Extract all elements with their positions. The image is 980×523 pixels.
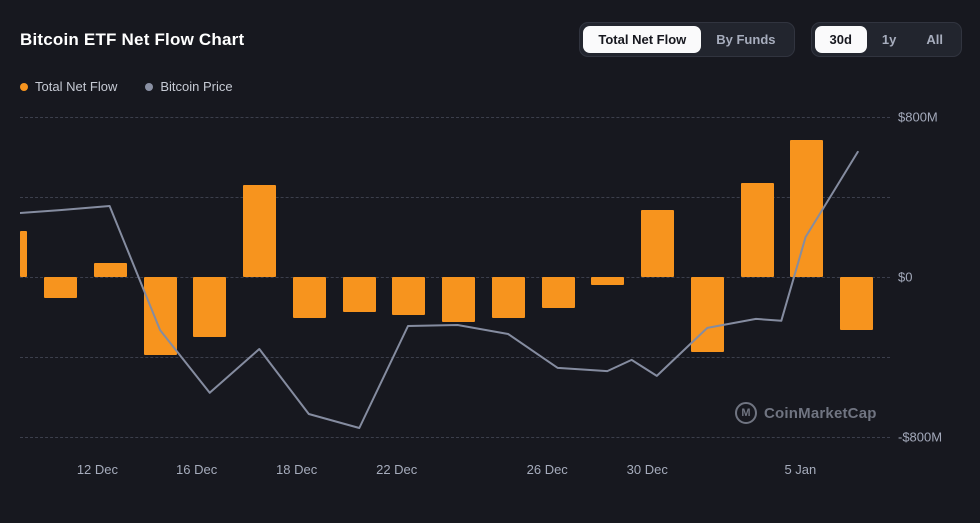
chart-plot-area[interactable] <box>20 117 890 438</box>
coinmarketcap-logo-icon: M <box>735 402 757 424</box>
netflow-bar-19-dec[interactable] <box>342 277 376 312</box>
legend-label-bitcoin-price: Bitcoin Price <box>160 79 233 94</box>
netflow-bar-16-dec[interactable] <box>193 277 227 337</box>
netflow-bar-3-jan[interactable] <box>790 140 824 277</box>
range-30d-button[interactable]: 30d <box>814 26 867 53</box>
chart-controls: Total Net Flow By Funds 30d 1y All <box>579 22 962 57</box>
legend-item-total-net-flow[interactable]: Total Net Flow <box>20 79 117 94</box>
netflow-bar-31-dec[interactable] <box>690 277 724 352</box>
legend-label-total-net-flow: Total Net Flow <box>35 79 118 94</box>
gray-dot-icon <box>145 82 154 91</box>
netflow-bar-23-dec[interactable] <box>442 277 475 322</box>
netflow-bar-6-jan[interactable] <box>840 277 873 330</box>
coinmarketcap-watermark: M CoinMarketCap <box>735 402 877 424</box>
netflow-bar-11-dec[interactable] <box>44 277 77 298</box>
netflow-bar-13-dec[interactable] <box>143 277 177 355</box>
netflow-bar-2-jan[interactable] <box>740 183 774 277</box>
gridline <box>20 357 890 358</box>
netflow-bar-27-dec[interactable] <box>591 277 625 285</box>
y-axis-label: $0 <box>898 269 913 285</box>
x-axis-label: 16 Dec <box>176 462 218 477</box>
netflow-bar-20-dec[interactable] <box>392 277 426 315</box>
tab-total-net-flow[interactable]: Total Net Flow <box>583 26 702 53</box>
x-axis-label: 22 Dec <box>376 462 418 477</box>
y-axis-label: -$800M <box>898 429 943 445</box>
range-toggle-group: 30d 1y All <box>810 22 962 57</box>
gridline <box>20 437 890 438</box>
y-axis-label: $800M <box>898 109 938 125</box>
gridline <box>20 117 890 118</box>
x-axis-label: 18 Dec <box>276 462 318 477</box>
x-axis-label: 26 Dec <box>526 462 568 477</box>
netflow-bar-10-dec[interactable] <box>20 231 28 277</box>
netflow-bar-26-dec[interactable] <box>541 277 575 308</box>
orange-dot-icon <box>20 82 28 91</box>
legend: Total Net Flow Bitcoin Price <box>20 79 233 94</box>
flow-toggle-group: Total Net Flow By Funds <box>579 22 795 57</box>
x-axis-label: 30 Dec <box>626 462 668 477</box>
x-axis-label: 5 Jan <box>784 462 817 477</box>
netflow-bar-12-dec[interactable] <box>93 263 127 277</box>
watermark-text: CoinMarketCap <box>764 404 877 422</box>
legend-item-bitcoin-price[interactable]: Bitcoin Price <box>145 79 233 94</box>
netflow-bar-30-dec[interactable] <box>641 210 674 277</box>
netflow-bar-17-dec[interactable] <box>243 185 276 277</box>
range-1y-button[interactable]: 1y <box>867 26 911 53</box>
page-title: Bitcoin ETF Net Flow Chart <box>20 29 245 49</box>
tab-by-funds[interactable]: By Funds <box>701 26 790 53</box>
netflow-bar-24-dec[interactable] <box>491 277 525 318</box>
netflow-bar-18-dec[interactable] <box>292 277 326 318</box>
range-all-button[interactable]: All <box>911 26 958 53</box>
header: Bitcoin ETF Net Flow Chart Total Net Flo… <box>20 22 962 57</box>
x-axis-label: 12 Dec <box>76 462 119 477</box>
